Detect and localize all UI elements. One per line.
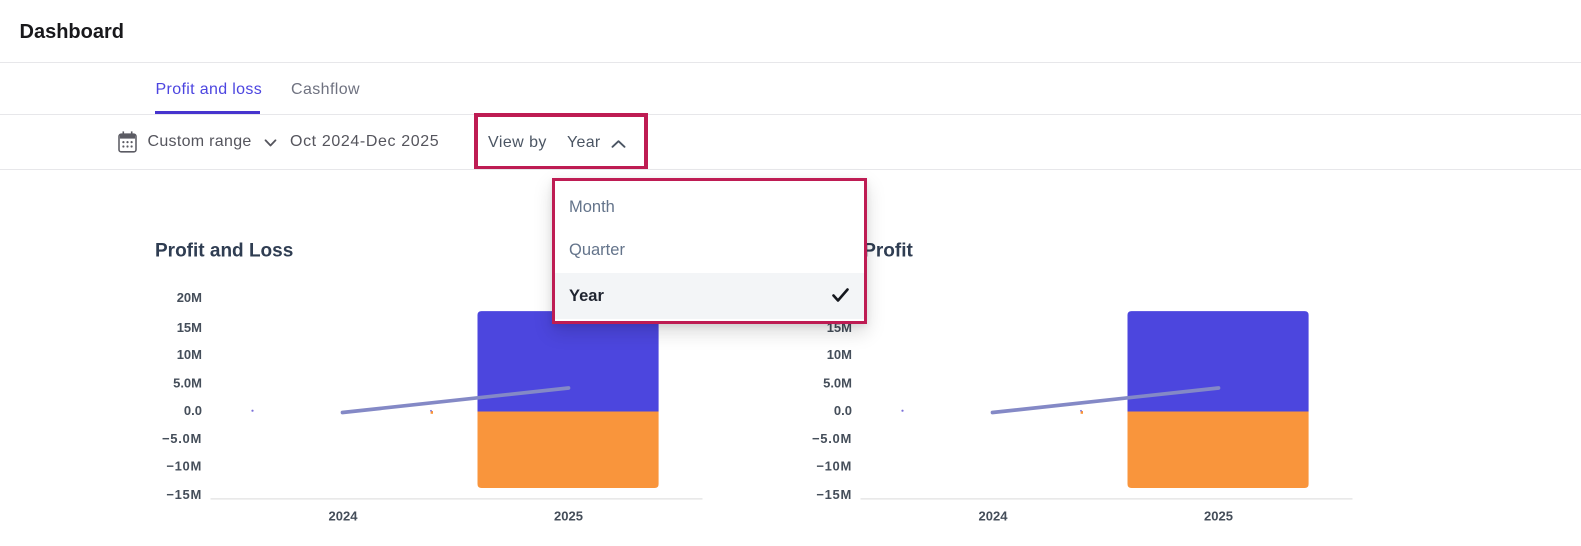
svg-text:10M: 10M [827, 347, 852, 362]
svg-text:2024: 2024 [979, 509, 1009, 524]
svg-text:−5.0M: −5.0M [162, 431, 202, 446]
svg-text:−10M: −10M [166, 459, 202, 474]
svg-text:0.0: 0.0 [834, 403, 852, 418]
svg-text:5.0M: 5.0M [823, 375, 852, 390]
svg-text:−15M: −15M [166, 487, 202, 502]
svg-text:2025: 2025 [554, 509, 583, 524]
svg-text:−15M: −15M [816, 487, 852, 502]
svg-text:2024: 2024 [329, 509, 359, 524]
svg-text:15M: 15M [177, 320, 202, 335]
svg-text:2025: 2025 [1204, 509, 1233, 524]
svg-text:0.0: 0.0 [184, 403, 202, 418]
svg-text:5.0M: 5.0M [173, 375, 202, 390]
svg-text:10M: 10M [177, 347, 202, 362]
svg-text:−5.0M: −5.0M [812, 431, 852, 446]
svg-text:−10M: −10M [816, 459, 852, 474]
svg-text:20M: 20M [177, 290, 202, 305]
svg-text:Profit and Loss: Profit and Loss [155, 241, 293, 262]
